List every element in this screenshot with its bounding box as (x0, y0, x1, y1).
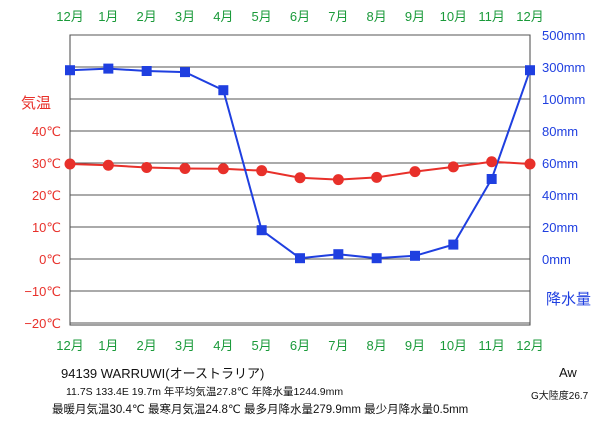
x-tick-label: 12月 (56, 9, 83, 24)
precipitation-point (295, 253, 305, 264)
precipitation-tick-label: 60mm (542, 156, 578, 171)
climate-classification: Aw (559, 365, 577, 380)
x-tick-label: 12月 (56, 338, 83, 353)
temperature-point (179, 162, 191, 174)
temperature-axis-title: 気温 (21, 95, 51, 112)
x-tick-label: 7月 (328, 9, 348, 24)
temperature-point (332, 174, 344, 186)
temperature-tick-label: 20℃ (32, 188, 61, 203)
x-tick-label: 8月 (367, 9, 387, 24)
temperature-ticks: 40℃ 30℃ 20℃ 10℃ 0℃ −10℃ −20℃ (24, 124, 61, 331)
precipitation-axis-title: 降水量 (546, 291, 591, 308)
x-tick-label: 10月 (440, 9, 467, 24)
precipitation-tick-label: 80mm (542, 124, 578, 139)
precipitation-tick-label: 20mm (542, 220, 578, 235)
x-tick-label: 11月 (478, 9, 505, 24)
x-tick-label: 11月 (478, 338, 505, 353)
x-tick-label: 4月 (213, 9, 233, 24)
temperature-tick-label: 40℃ (32, 124, 61, 139)
precipitation-ticks: 500mm 300mm 100mm 80mm 60mm 40mm 20mm 0mm (542, 28, 585, 267)
station-summary-line2: 最暖月気温30.4℃ 最寒月気温24.8℃ 最多月降水量279.9mm 最少月降… (52, 404, 469, 416)
precipitation-tick-label: 0mm (542, 252, 571, 267)
x-tick-label: 2月 (137, 9, 157, 24)
temperature-point (217, 163, 229, 175)
x-tick-label: 5月 (252, 338, 272, 353)
precipitation-point (65, 65, 75, 76)
temperature-tick-label: −20℃ (24, 316, 61, 331)
x-tick-label: 3月 (175, 338, 195, 353)
x-tick-label: 12月 (516, 338, 543, 353)
temperature-tick-label: 10℃ (32, 220, 61, 235)
series-markers (64, 63, 536, 264)
precipitation-point (371, 253, 382, 264)
x-tick-label: 2月 (137, 338, 157, 353)
x-tick-label: 1月 (98, 9, 118, 24)
x-tick-label: 3月 (175, 9, 195, 24)
x-tick-label: 6月 (290, 338, 310, 353)
temperature-point (486, 156, 498, 168)
x-tick-label: 9月 (405, 9, 425, 24)
precipitation-point (333, 249, 344, 260)
x-tick-label: 4月 (213, 338, 233, 353)
temperature-point (524, 158, 536, 170)
temperature-point (102, 159, 114, 171)
station-name: 94139 WARRUWI(オーストラリア) (61, 366, 265, 381)
temperature-point (447, 161, 459, 173)
continentality-index: G大陸度26.7 (531, 391, 589, 402)
x-tick-label: 7月 (328, 338, 348, 353)
precipitation-tick-label: 40mm (542, 188, 578, 203)
temperature-tick-label: 30℃ (32, 156, 61, 171)
x-tick-label: 1月 (98, 338, 118, 353)
precipitation-point (410, 250, 420, 261)
precipitation-point (525, 65, 535, 76)
x-tick-label: 6月 (290, 9, 310, 24)
precipitation-point (486, 174, 497, 184)
temperature-point (294, 172, 306, 184)
precipitation-tick-label: 100mm (542, 92, 585, 107)
precipitation-tick-label: 300mm (542, 60, 585, 75)
precipitation-point (218, 85, 229, 96)
temperature-point (256, 165, 268, 177)
x-tick-label: 12月 (516, 9, 543, 24)
top-month-ticks: 12月 1月 2月 3月 4月 5月 6月 7月 8月 9月 10月 11月 12月 (56, 9, 543, 24)
temperature-point (141, 161, 153, 173)
x-tick-label: 5月 (252, 9, 272, 24)
x-tick-label: 8月 (367, 338, 387, 353)
temperature-point (409, 166, 421, 178)
precipitation-point (103, 63, 114, 74)
precipitation-point (448, 239, 459, 250)
precipitation-tick-label: 500mm (542, 28, 585, 43)
temperature-point (371, 171, 383, 183)
temperature-point (64, 158, 76, 170)
station-summary-line1: 11.7S 133.4E 19.7m 年平均気温27.8℃ 年降水量1244.9… (66, 386, 344, 398)
precipitation-point (141, 66, 152, 76)
temperature-tick-label: 0℃ (39, 252, 61, 267)
x-tick-label: 9月 (405, 338, 425, 353)
bottom-month-ticks: 12月 1月 2月 3月 4月 5月 6月 7月 8月 9月 10月 11月 12月 (56, 338, 543, 353)
precipitation-point (256, 225, 267, 236)
temperature-tick-label: −10℃ (24, 284, 61, 299)
precipitation-point (180, 67, 190, 78)
x-tick-label: 10月 (440, 338, 467, 353)
